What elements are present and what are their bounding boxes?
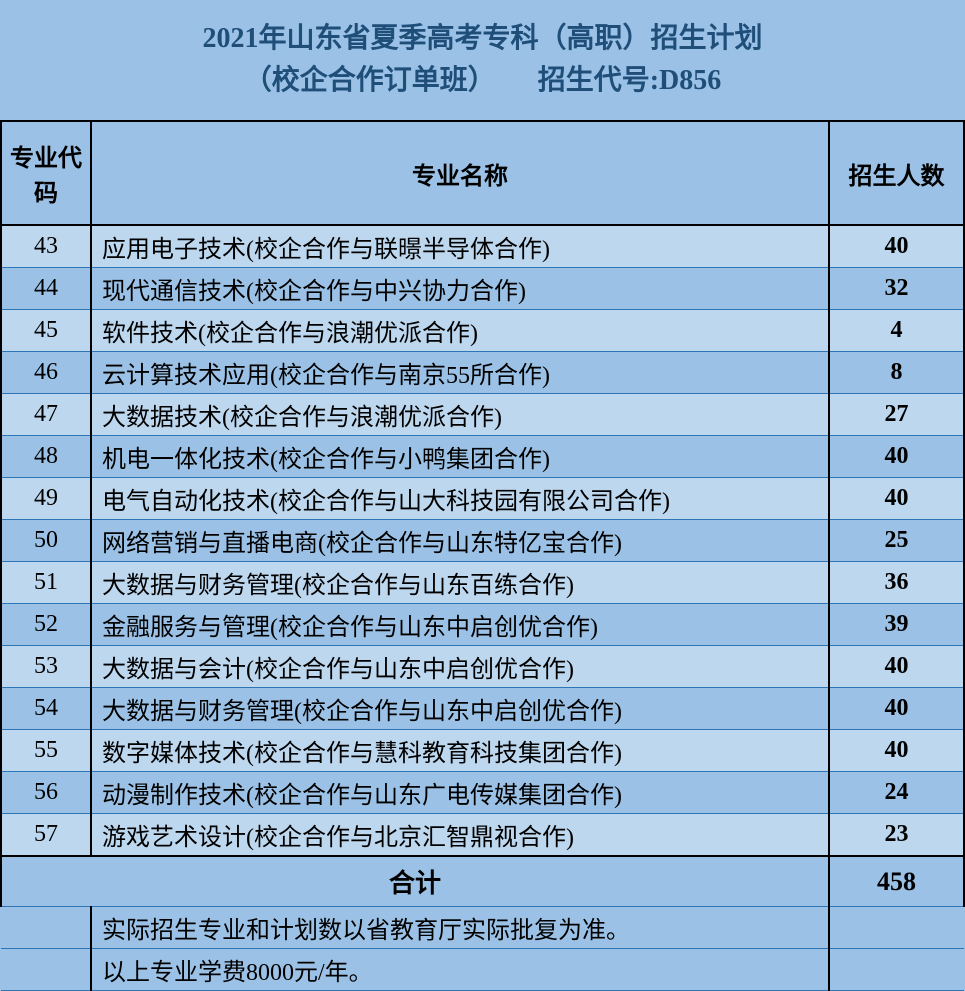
note-empty [1,907,91,949]
total-value: 458 [829,856,964,907]
cell-count: 40 [829,436,964,478]
cell-code: 47 [1,394,91,436]
note-row: 以上专业学费8000元/年。 [1,949,964,991]
cell-code: 56 [1,772,91,814]
cell-code: 43 [1,225,91,268]
table-row: 43应用电子技术(校企合作与联暻半导体合作)40 [1,225,964,268]
cell-count: 23 [829,814,964,857]
cell-code: 48 [1,436,91,478]
cell-count: 24 [829,772,964,814]
col-header-count: 招生人数 [829,121,964,225]
cell-name: 现代通信技术(校企合作与中兴协力合作) [91,268,829,310]
table-row: 47大数据技术(校企合作与浪潮优派合作)27 [1,394,964,436]
note-row: 实际招生专业和计划数以省教育厅实际批复为准。 [1,907,964,949]
table-row: 57游戏艺术设计(校企合作与北京汇智鼎视合作)23 [1,814,964,857]
cell-count: 27 [829,394,964,436]
col-header-code: 专业代码 [1,121,91,225]
total-row: 合计 458 [1,856,964,907]
cell-name: 电气自动化技术(校企合作与山大科技园有限公司合作) [91,478,829,520]
cell-name: 游戏艺术设计(校企合作与北京汇智鼎视合作) [91,814,829,857]
table-row: 48机电一体化技术(校企合作与小鸭集团合作)40 [1,436,964,478]
cell-code: 49 [1,478,91,520]
table-row: 52金融服务与管理(校企合作与山东中启创优合作)39 [1,604,964,646]
cell-count: 40 [829,225,964,268]
table-row: 55数字媒体技术(校企合作与慧科教育科技集团合作)40 [1,730,964,772]
note-empty [829,949,964,991]
col-header-name: 专业名称 [91,121,829,225]
cell-count: 39 [829,604,964,646]
table-row: 53大数据与会计(校企合作与山东中启创优合作)40 [1,646,964,688]
cell-name: 网络营销与直播电商(校企合作与山东特亿宝合作) [91,520,829,562]
table-row: 44现代通信技术(校企合作与中兴协力合作)32 [1,268,964,310]
note-text-2: 以上专业学费8000元/年。 [91,949,829,991]
table-body: 43应用电子技术(校企合作与联暻半导体合作)4044现代通信技术(校企合作与中兴… [1,225,964,856]
table-row: 49电气自动化技术(校企合作与山大科技园有限公司合作)40 [1,478,964,520]
table-row: 46云计算技术应用(校企合作与南京55所合作)8 [1,352,964,394]
note-empty [1,949,91,991]
table-row: 51大数据与财务管理(校企合作与山东百练合作)36 [1,562,964,604]
cell-code: 50 [1,520,91,562]
cell-name: 大数据技术(校企合作与浪潮优派合作) [91,394,829,436]
cell-name: 软件技术(校企合作与浪潮优派合作) [91,310,829,352]
table-header-row: 专业代码 专业名称 招生人数 [1,121,964,225]
cell-name: 云计算技术应用(校企合作与南京55所合作) [91,352,829,394]
cell-count: 40 [829,478,964,520]
enrollment-table: 专业代码 专业名称 招生人数 43应用电子技术(校企合作与联暻半导体合作)404… [0,120,965,991]
cell-name: 大数据与财务管理(校企合作与山东百练合作) [91,562,829,604]
page-title: 2021年山东省夏季高考专科（高职）招生计划 （校企合作订单班） 招生代号:D8… [0,0,965,120]
title-line-1: 2021年山东省夏季高考专科（高职）招生计划 [10,18,955,60]
cell-count: 36 [829,562,964,604]
note-text-1: 实际招生专业和计划数以省教育厅实际批复为准。 [91,907,829,949]
cell-code: 45 [1,310,91,352]
enrollment-table-page: 2021年山东省夏季高考专科（高职）招生计划 （校企合作订单班） 招生代号:D8… [0,0,965,991]
cell-count: 8 [829,352,964,394]
cell-code: 52 [1,604,91,646]
cell-code: 55 [1,730,91,772]
cell-count: 4 [829,310,964,352]
cell-code: 57 [1,814,91,857]
total-label: 合计 [1,856,829,907]
cell-name: 大数据与会计(校企合作与山东中启创优合作) [91,646,829,688]
cell-code: 44 [1,268,91,310]
cell-code: 54 [1,688,91,730]
title-line-2: （校企合作订单班） 招生代号:D856 [10,60,955,102]
cell-count: 40 [829,646,964,688]
cell-name: 金融服务与管理(校企合作与山东中启创优合作) [91,604,829,646]
cell-name: 大数据与财务管理(校企合作与山东中启创优合作) [91,688,829,730]
cell-code: 46 [1,352,91,394]
table-row: 56动漫制作技术(校企合作与山东广电传媒集团合作)24 [1,772,964,814]
note-empty [829,907,964,949]
cell-count: 25 [829,520,964,562]
cell-name: 动漫制作技术(校企合作与山东广电传媒集团合作) [91,772,829,814]
cell-name: 机电一体化技术(校企合作与小鸭集团合作) [91,436,829,478]
cell-count: 32 [829,268,964,310]
table-row: 50网络营销与直播电商(校企合作与山东特亿宝合作)25 [1,520,964,562]
cell-count: 40 [829,730,964,772]
table-row: 45软件技术(校企合作与浪潮优派合作)4 [1,310,964,352]
cell-code: 51 [1,562,91,604]
cell-count: 40 [829,688,964,730]
table-row: 54大数据与财务管理(校企合作与山东中启创优合作)40 [1,688,964,730]
cell-name: 数字媒体技术(校企合作与慧科教育科技集团合作) [91,730,829,772]
cell-code: 53 [1,646,91,688]
cell-name: 应用电子技术(校企合作与联暻半导体合作) [91,225,829,268]
